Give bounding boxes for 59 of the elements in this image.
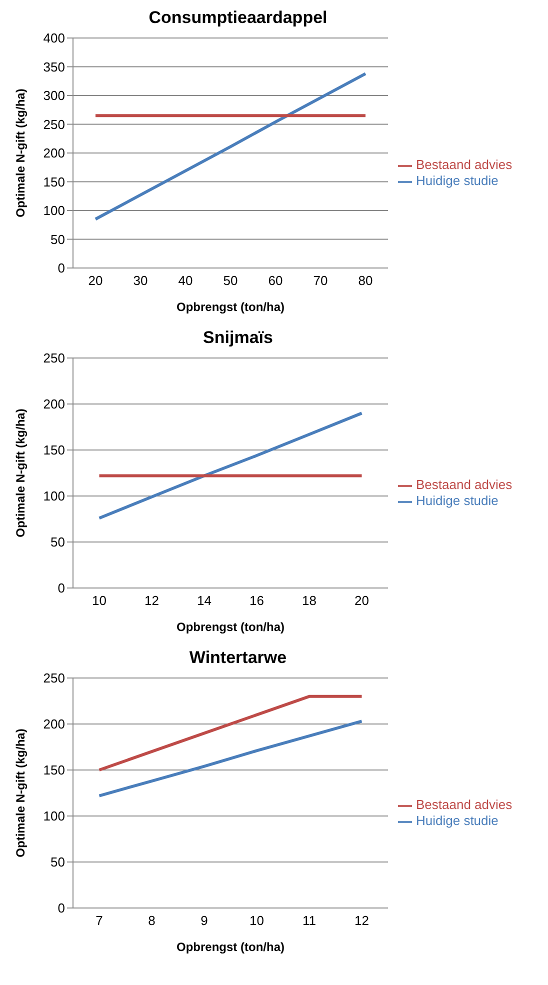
- y-tick-label: 250: [43, 670, 65, 686]
- x-tick-label: 11: [302, 913, 316, 928]
- x-tick-label: 12: [144, 593, 159, 608]
- y-tick-label: 200: [43, 716, 65, 732]
- legend-label: Huidige studie: [416, 813, 498, 828]
- x-tick-label: 16: [250, 593, 264, 608]
- x-tick-label: 18: [302, 593, 316, 608]
- y-tick-label: 50: [50, 854, 65, 870]
- y-tick-label: 100: [43, 808, 65, 824]
- x-tick-label: 14: [197, 593, 212, 608]
- line-series: [98, 694, 364, 772]
- line-series: [98, 412, 364, 520]
- x-tick-label: 20: [88, 273, 103, 288]
- x-axis-title: Opbrengst (ton/ha): [176, 940, 284, 954]
- x-tick-label: 50: [223, 273, 238, 288]
- x-tick-label: 7: [96, 913, 103, 928]
- x-tick-label: 8: [148, 913, 156, 928]
- chart-title: Wintertarwe: [188, 648, 288, 668]
- x-tick-label: 30: [133, 273, 148, 288]
- y-tick-label: 100: [43, 203, 65, 218]
- y-tick-label: 150: [43, 174, 65, 190]
- chart-title: Snijmaïs: [202, 328, 274, 348]
- y-tick-label: 350: [43, 59, 65, 74]
- chart-title: Consumptieaardappel: [148, 8, 328, 28]
- line-series: [98, 720, 364, 798]
- y-tick-label: 400: [43, 30, 65, 46]
- x-tick-label: 70: [313, 273, 328, 288]
- y-tick-label: 200: [43, 396, 65, 412]
- y-axis-title: Optimale N-gift (kg/ha): [13, 408, 28, 538]
- legend-label: Huidige studie: [416, 493, 498, 508]
- y-tick-label: 50: [50, 534, 65, 550]
- legend-label: Huidige studie: [416, 173, 498, 188]
- y-axis-title: Optimale N-gift (kg/ha): [13, 728, 28, 858]
- legend-label: Bestaand advies: [416, 797, 512, 812]
- y-tick-label: 0: [58, 260, 65, 276]
- x-axis-title: Opbrengst (ton/ha): [176, 300, 284, 314]
- x-tick-label: 60: [268, 273, 283, 288]
- x-tick-label: 9: [200, 913, 208, 928]
- y-tick-label: 250: [43, 350, 65, 366]
- y-tick-label: 0: [58, 900, 65, 916]
- y-tick-label: 0: [58, 580, 65, 596]
- legend-label: Bestaand advies: [416, 157, 512, 172]
- y-tick-label: 50: [50, 232, 65, 247]
- y-tick-label: 300: [43, 88, 65, 104]
- x-tick-label: 10: [250, 913, 264, 928]
- y-tick-label: 150: [43, 762, 65, 778]
- y-tick-label: 200: [43, 146, 65, 161]
- y-tick-label: 250: [43, 116, 65, 132]
- y-tick-label: 100: [43, 488, 65, 504]
- y-tick-label: 150: [43, 442, 65, 458]
- y-axis-title: Optimale N-gift (kg/ha): [13, 88, 28, 218]
- x-tick-label: 40: [178, 273, 193, 288]
- x-tick-label: 20: [354, 593, 369, 608]
- x-axis-title: Opbrengst (ton/ha): [176, 620, 284, 634]
- x-tick-label: 12: [354, 913, 369, 928]
- line-series: [94, 72, 367, 221]
- x-tick-label: 10: [92, 593, 106, 608]
- legend-label: Bestaand advies: [416, 477, 512, 492]
- x-tick-label: 80: [358, 273, 373, 288]
